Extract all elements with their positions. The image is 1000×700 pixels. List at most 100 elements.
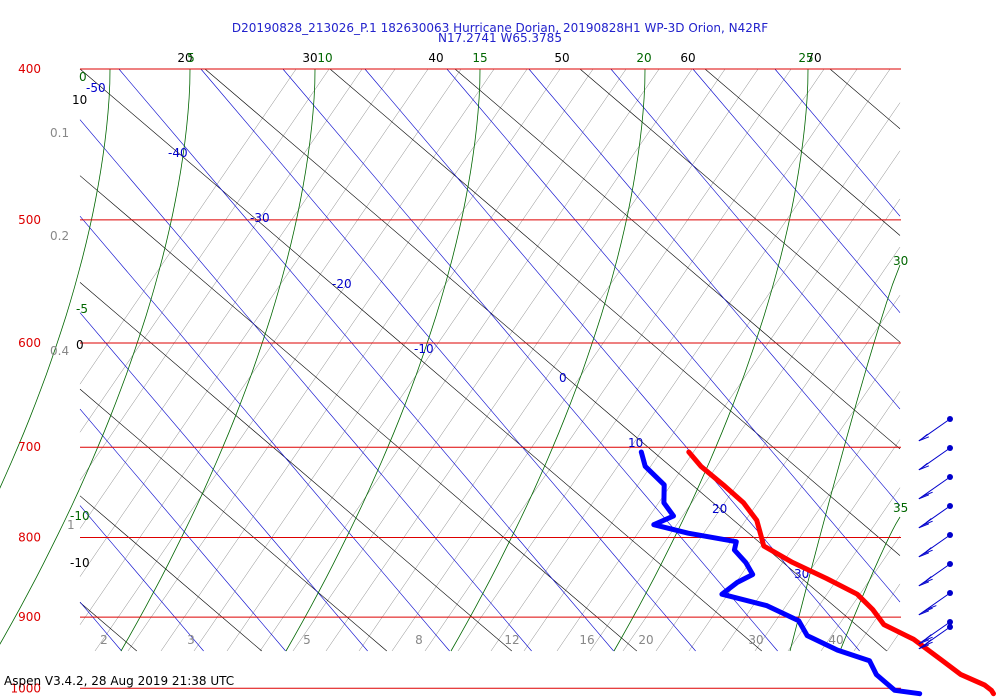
moist-adiabat-curve — [450, 68, 646, 652]
moist-adiabat-label: 25 — [798, 51, 813, 65]
dry-adiabat-label: 0 — [76, 338, 84, 352]
mixing-ratio-line — [688, 343, 901, 652]
mixing-ratio-line — [79, 68, 363, 481]
dry-adiabat-line — [79, 68, 762, 652]
wind-barb-feather — [926, 547, 932, 552]
isotherm-line — [79, 312, 368, 652]
mixing-ratio-line — [160, 68, 561, 652]
isobar-label: 800 — [18, 530, 41, 544]
wind-barb-feather — [918, 639, 930, 645]
wind-barb-feather — [926, 518, 932, 523]
wind-barb-feather — [922, 578, 933, 584]
mixing-ratio-line — [358, 68, 759, 652]
dry-adiabat-label: 30 — [302, 51, 317, 65]
moist-adiabat-label: -5 — [76, 302, 88, 316]
moist-adiabat-curve — [789, 264, 901, 652]
wind-barb-column — [918, 416, 953, 650]
isotherm-line — [200, 68, 696, 652]
wind-barb-dot — [947, 532, 953, 538]
mixing-ratio-label: 30 — [748, 633, 763, 647]
moist-adiabat-label: 35 — [893, 501, 908, 515]
isobar-label: 500 — [18, 213, 41, 227]
mixing-ratio-line — [127, 68, 528, 652]
mixing-ratio-label: 8 — [415, 633, 423, 647]
moist-adiabat-label: 5 — [187, 51, 195, 65]
isotherm-line — [446, 68, 901, 603]
mixing-ratio-line — [820, 535, 901, 652]
isotherm-line — [282, 68, 778, 652]
wind-barb-dot — [947, 503, 953, 509]
mixing-ratio-line — [79, 68, 462, 625]
mixing-ratio-line — [787, 487, 901, 652]
dry-adiabat-label: 20 — [177, 51, 192, 65]
dry-adiabat-line — [79, 495, 262, 652]
mixing-ratio-line — [556, 150, 901, 652]
mixing-ratio-line — [523, 102, 901, 652]
isotherm-line — [79, 408, 286, 652]
mixing-ratio-line — [259, 68, 660, 652]
mixing-ratio-line — [226, 68, 627, 652]
mixing-ratio-label: 2 — [100, 633, 108, 647]
mixing-ratio-line — [292, 68, 693, 652]
dry-adiabat-label: 70 — [806, 51, 821, 65]
wind-barb-feather — [926, 634, 932, 639]
wind-barb-feather — [926, 605, 937, 611]
wind-barb-dot — [947, 590, 953, 596]
isotherm-label: -40 — [168, 146, 188, 160]
mixing-ratio-line — [886, 631, 901, 652]
temperature-profile-line — [686, 449, 996, 697]
wind-barb-dot — [947, 561, 953, 567]
wind-barb-feather — [918, 581, 930, 587]
mixing-ratio-label: 0.2 — [50, 229, 69, 243]
wind-barb-feather — [918, 552, 930, 558]
wind-barb-feather — [922, 462, 928, 468]
dry-adiabat-label: -10 — [70, 556, 90, 570]
wind-barb-feather — [918, 644, 930, 650]
isotherm-line — [774, 68, 901, 217]
wind-barb-feather — [918, 494, 930, 500]
isotherm-line — [364, 68, 860, 652]
isobar-label: 900 — [18, 610, 41, 624]
moist-adiabat-label: 15 — [472, 51, 487, 65]
mixing-ratio-line — [589, 198, 901, 652]
chart-subtitle: N17.2741 W65.3785 — [438, 31, 562, 45]
isotherm-line — [692, 68, 901, 313]
dry-adiabat-line — [79, 602, 137, 652]
wind-barb-feather — [922, 641, 933, 647]
mixing-ratio-label: 5 — [303, 633, 311, 647]
wind-barb-feather — [922, 520, 933, 526]
moist-adiabat-curve — [285, 68, 481, 652]
wind-barb-feather — [918, 436, 930, 442]
mixing-ratio-label: 20 — [638, 633, 653, 647]
wind-barb-dot — [947, 416, 953, 422]
mixing-ratio-label: 12 — [504, 633, 519, 647]
moist-adiabat-label: -10 — [70, 509, 90, 523]
isotherm-label: 20 — [712, 502, 727, 516]
dry-adiabat-line — [454, 68, 901, 450]
mixing-ratio-line — [193, 68, 594, 652]
isobar-label: 400 — [18, 62, 41, 76]
mixing-ratio-line — [79, 68, 297, 385]
mixing-ratio-line — [490, 68, 891, 652]
mixing-ratio-label: 1 — [67, 518, 75, 532]
wind-barb-feather — [922, 636, 933, 642]
dry-adiabat-line — [829, 68, 901, 129]
moist-adiabat-curve — [0, 68, 111, 489]
mixing-ratio-label: 40 — [828, 633, 843, 647]
isotherm-line — [79, 215, 450, 652]
isotherm-line — [79, 601, 122, 652]
isotherm-line — [79, 505, 204, 652]
wind-barb-feather — [926, 576, 932, 581]
dry-adiabat-line — [79, 282, 512, 652]
moist-adiabat-label: 20 — [636, 51, 651, 65]
wind-barb-dot — [947, 624, 953, 630]
mixing-ratio-line — [391, 68, 792, 652]
isotherm-label: 10 — [628, 436, 643, 450]
moist-adiabat-curve — [0, 68, 191, 645]
moist-adiabat-label: 30 — [893, 254, 908, 268]
wind-barb-dot — [947, 619, 953, 625]
dry-adiabat-line — [579, 68, 901, 343]
isotherm-line — [528, 68, 901, 506]
moist-adiabat-label: 0 — [79, 70, 87, 84]
